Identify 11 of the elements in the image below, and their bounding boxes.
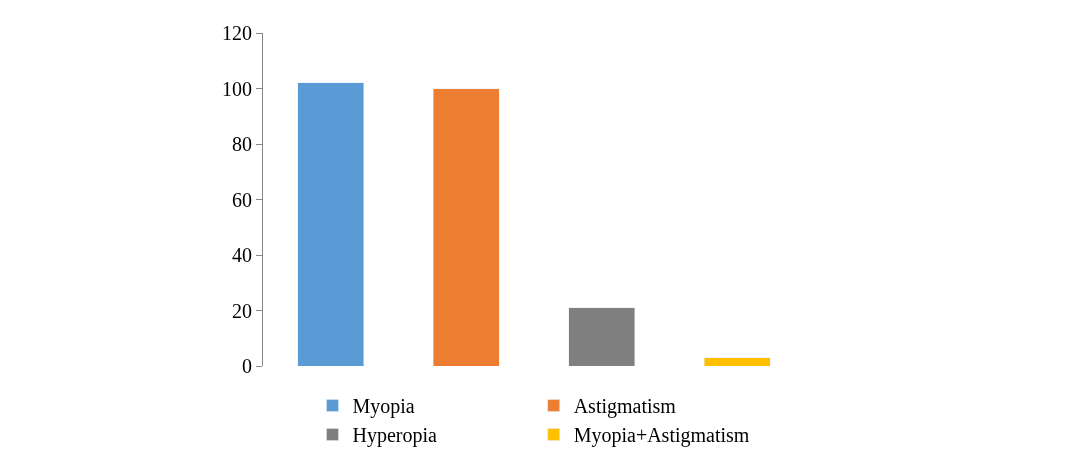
y-tick-label: 60 (232, 188, 252, 211)
y-tick-label: 120 (222, 22, 252, 44)
legend-label: Astigmatism (573, 395, 677, 419)
legend-label: Hyperopia (352, 424, 438, 448)
y-tick-label: 80 (232, 133, 252, 155)
legend-label: Myopia (352, 395, 415, 419)
y-tick-label: 100 (222, 77, 252, 100)
y-tick-label: 40 (232, 244, 252, 266)
y-tick-label: 20 (232, 299, 252, 322)
y-tick-label: 0 (242, 355, 252, 377)
legend-label: Myopia+Astigmatism (573, 424, 750, 448)
